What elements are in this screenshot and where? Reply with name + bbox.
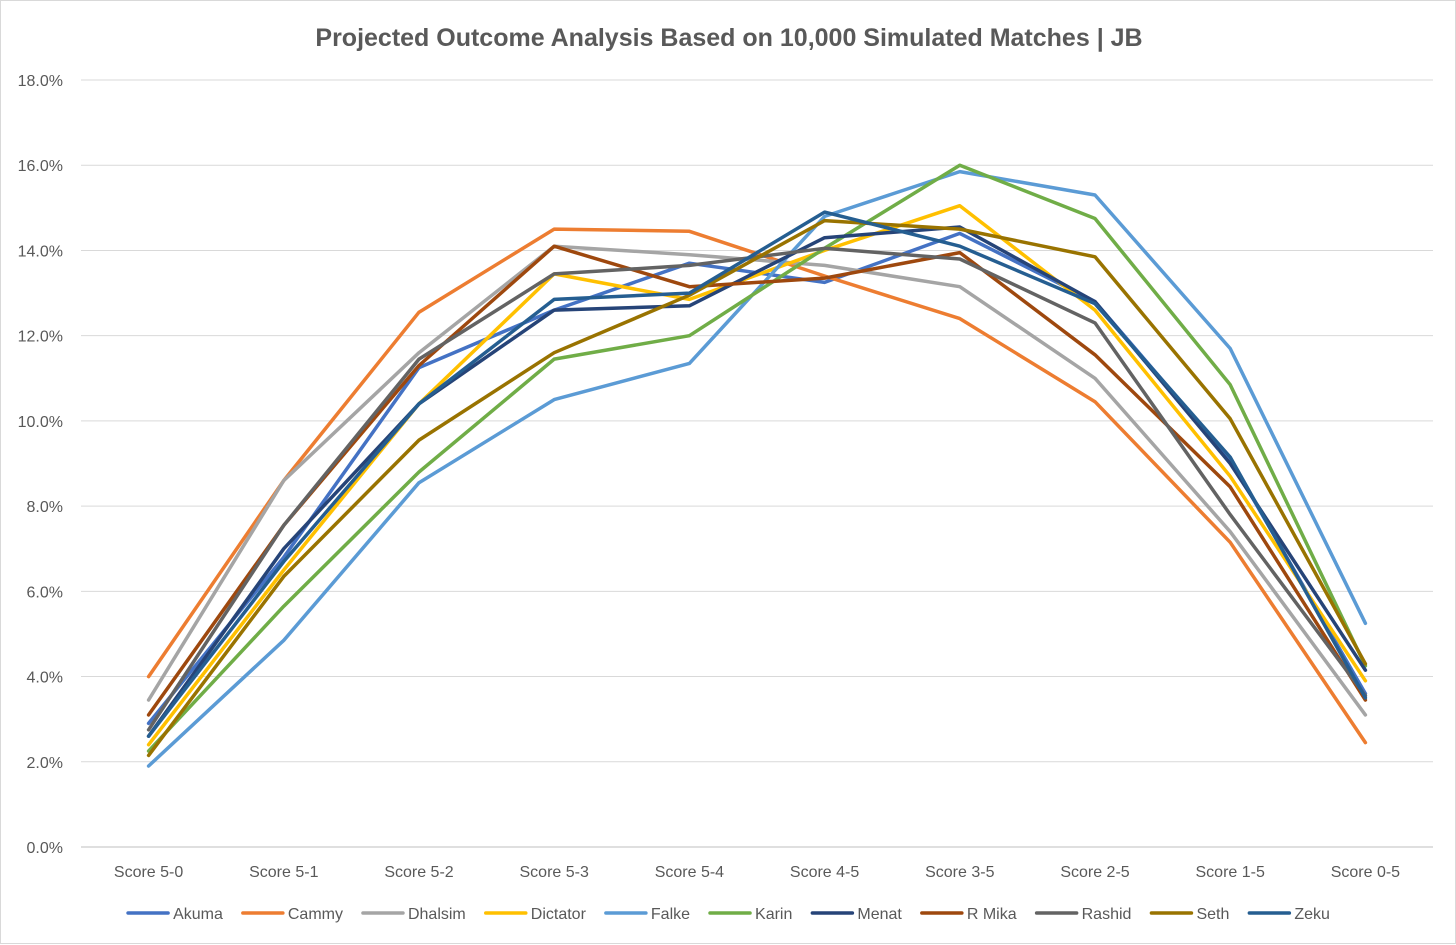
- x-axis-ticks: Score 5-0 Score 5-1 Score 5-2 Score 5-3 Scor…: [114, 864, 1400, 881]
- y-tick-label: 18.0%: [18, 73, 63, 90]
- y-tick-label: 0.0%: [27, 840, 63, 857]
- series-line-menat: [146, 225, 1368, 738]
- legend-label-karin: Karin: [755, 906, 792, 923]
- y-tick-label: 14.0%: [18, 243, 63, 260]
- series-line-falke: [146, 169, 1368, 768]
- x-tick-label: Score 5-4: [655, 864, 724, 881]
- legend-label-akuma: Akuma: [173, 906, 223, 923]
- series-line-seth: [146, 218, 1368, 758]
- legend-label-dhalsim: Dhalsim: [408, 906, 466, 923]
- series-line-karin: [146, 163, 1368, 753]
- series-line-dictator: [146, 203, 1368, 747]
- x-tick-label: Score 2-5: [1060, 864, 1129, 881]
- x-tick-label: Score 5-3: [520, 864, 589, 881]
- y-tick-label: 6.0%: [27, 584, 63, 601]
- x-tick-label: Score 1-5: [1196, 864, 1265, 881]
- y-axis-ticks: 0.0% 2.0% 4.0% 6.0% 8.0% 10.0% 12.0% 14.0% 16.0%…: [18, 73, 63, 857]
- legend-label-r-mika: R Mika: [967, 906, 1017, 923]
- legend: Akuma Cammy Dhalsim Dictator Falke Karin Menat…: [126, 906, 1330, 923]
- gridlines: [81, 79, 1433, 848]
- x-tick-label: Score 5-2: [384, 864, 453, 881]
- legend-label-zeku: Zeku: [1294, 906, 1330, 923]
- legend-label-seth: Seth: [1196, 906, 1229, 923]
- legend-label-dictator: Dictator: [531, 906, 587, 923]
- y-tick-label: 12.0%: [18, 329, 63, 346]
- x-tick-label: Score 3-5: [925, 864, 994, 881]
- chart-title: Projected Outcome Analysis Based on 10,0…: [315, 24, 1142, 52]
- y-tick-label: 10.0%: [18, 414, 63, 431]
- y-tick-label: 16.0%: [18, 158, 63, 175]
- x-tick-label: Score 0-5: [1331, 864, 1400, 881]
- x-tick-label: Score 4-5: [790, 864, 859, 881]
- y-tick-label: 2.0%: [27, 755, 63, 772]
- legend-label-menat: Menat: [857, 906, 902, 923]
- legend-label-rashid: Rashid: [1082, 906, 1132, 923]
- legend-label-falke: Falke: [651, 906, 690, 923]
- y-tick-label: 8.0%: [27, 499, 63, 516]
- x-tick-label: Score 5-0: [114, 864, 183, 881]
- x-tick-label: Score 5-1: [249, 864, 318, 881]
- series-line-dhalsim: [146, 244, 1368, 717]
- legend-label-cammy: Cammy: [288, 906, 343, 923]
- series-line-zeku: [146, 210, 1368, 738]
- y-tick-label: 4.0%: [27, 670, 63, 687]
- series-line-cammy: [146, 227, 1368, 745]
- series-lines: [146, 163, 1368, 768]
